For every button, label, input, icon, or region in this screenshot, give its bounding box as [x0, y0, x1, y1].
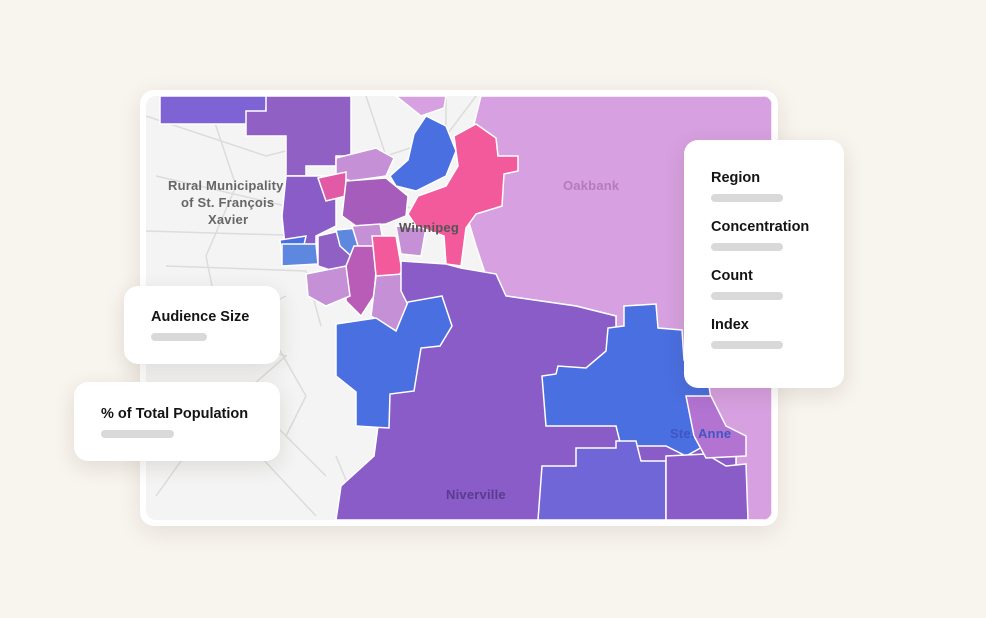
- legend-label-region: Region: [711, 170, 761, 186]
- region-southwest-blue[interactable]: [335, 295, 453, 429]
- region-southeast-1[interactable]: [537, 440, 667, 520]
- audience-size-card[interactable]: Audience Size: [124, 286, 280, 364]
- legend-item-region: Region: [711, 170, 809, 202]
- legend-bar-index: [711, 341, 783, 349]
- map-label-rm-line1: Rural Municipality: [168, 178, 284, 193]
- total-population-placeholder-bar: [101, 430, 174, 438]
- map-label-rm-line2: of St. François: [181, 195, 275, 210]
- legend-item-concentration: Concentration: [711, 219, 809, 251]
- legend-bar-region: [711, 194, 783, 202]
- region-north-blue[interactable]: [389, 115, 457, 192]
- region-northeast-pink[interactable]: [407, 123, 519, 267]
- region-details-card[interactable]: Region Concentration Count Index: [684, 140, 844, 388]
- legend-bar-concentration: [711, 243, 783, 251]
- region-southeast-3[interactable]: [685, 395, 747, 459]
- map-label-rm-line3: Xavier: [208, 212, 249, 227]
- legend-label-count: Count: [711, 268, 753, 284]
- map-label-winnipeg: Winnipeg: [399, 220, 459, 235]
- legend-item-count: Count: [711, 268, 809, 300]
- legend-label-index: Index: [711, 317, 749, 333]
- region-west-blue-2[interactable]: [281, 243, 319, 267]
- map-label-niverville: Niverville: [446, 487, 506, 502]
- region-central-9[interactable]: [305, 265, 351, 307]
- legend-bar-count: [711, 292, 783, 300]
- region-north-sliver[interactable]: [394, 96, 447, 117]
- region-central-3[interactable]: [341, 177, 409, 227]
- legend-label-concentration: Concentration: [711, 219, 810, 235]
- total-population-card[interactable]: % of Total Population: [74, 382, 280, 461]
- region-central-8[interactable]: [395, 225, 427, 257]
- legend-item-index: Index: [711, 317, 809, 349]
- audience-size-title: Audience Size: [151, 309, 250, 325]
- total-population-title: % of Total Population: [101, 406, 249, 422]
- map-label-ste-anne: Ste. Anne: [670, 426, 732, 441]
- map-label-oakbank: Oakbank: [563, 178, 620, 193]
- audience-size-placeholder-bar: [151, 333, 207, 341]
